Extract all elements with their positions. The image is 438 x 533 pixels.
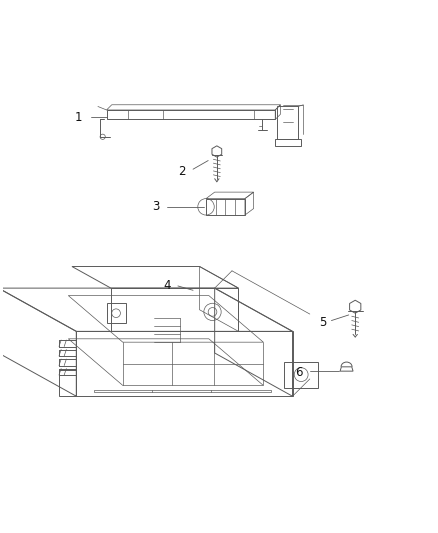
- Text: 6: 6: [295, 366, 303, 379]
- Text: 5: 5: [319, 316, 326, 329]
- Text: 4: 4: [163, 279, 171, 293]
- Text: 3: 3: [152, 200, 160, 213]
- Text: 2: 2: [179, 165, 186, 178]
- Text: 1: 1: [75, 111, 82, 124]
